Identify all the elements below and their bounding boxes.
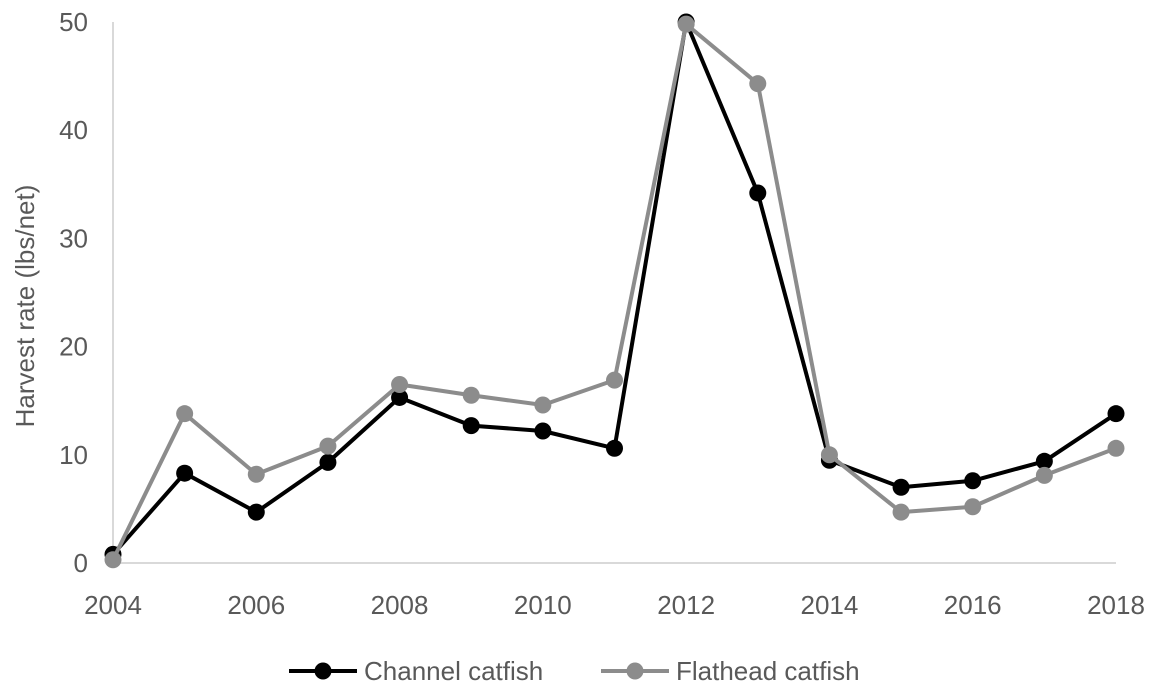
y-tick-label: 30 — [59, 223, 88, 253]
y-tick-label: 50 — [59, 7, 88, 37]
data-point — [606, 439, 623, 457]
data-point — [176, 405, 194, 423]
legend-marker — [626, 662, 644, 680]
x-tick-label: 2018 — [1087, 590, 1145, 620]
data-point — [319, 453, 337, 471]
data-point — [534, 422, 552, 440]
data-point — [1035, 466, 1053, 484]
data-point — [820, 446, 838, 464]
data-point — [964, 498, 982, 516]
x-tick-label: 2010 — [514, 590, 572, 620]
x-tick-label: 2012 — [657, 590, 715, 620]
y-axis-ticks: 0 10 20 30 40 50 — [59, 7, 88, 578]
legend-item: Flathead catfish — [601, 656, 860, 686]
data-point — [104, 551, 122, 569]
x-tick-label: 2016 — [944, 590, 1002, 620]
y-tick-label: 10 — [59, 440, 88, 470]
legend-label: Channel catfish — [364, 656, 543, 686]
series-flathead-catfish — [104, 15, 1125, 569]
legend-label: Flathead catfish — [676, 656, 860, 686]
y-axis-title: Harvest rate (lbs/net) — [10, 185, 40, 428]
data-point — [749, 75, 767, 93]
data-point — [892, 478, 910, 496]
data-point — [247, 465, 265, 483]
data-point — [1035, 452, 1053, 470]
series-channel-catfish — [104, 13, 1125, 563]
y-tick-label: 20 — [59, 332, 88, 362]
y-tick-label: 0 — [74, 548, 88, 578]
data-point — [964, 472, 982, 490]
data-point — [462, 386, 480, 404]
data-point — [749, 184, 767, 202]
x-axis-ticks: 2004 2006 2008 2010 2012 2014 2016 2018 — [84, 590, 1145, 620]
legend-item: Channel catfish — [289, 656, 543, 686]
data-point — [462, 417, 480, 435]
data-point — [319, 437, 337, 455]
x-tick-label: 2006 — [227, 590, 285, 620]
data-point — [1107, 405, 1125, 423]
data-point — [176, 464, 194, 482]
data-point — [391, 375, 409, 393]
series-layer — [104, 13, 1125, 569]
data-point — [677, 15, 695, 33]
data-point — [1107, 439, 1125, 457]
data-point — [247, 503, 265, 521]
x-tick-label: 2004 — [84, 590, 142, 620]
legend-marker — [314, 662, 332, 680]
data-point — [892, 503, 910, 521]
data-point — [606, 371, 623, 389]
data-point — [391, 388, 409, 406]
x-tick-label: 2008 — [371, 590, 429, 620]
y-tick-label: 40 — [59, 115, 88, 145]
data-point — [534, 396, 552, 414]
legend: Channel catfish Flathead catfish — [289, 656, 860, 686]
x-tick-label: 2014 — [801, 590, 859, 620]
